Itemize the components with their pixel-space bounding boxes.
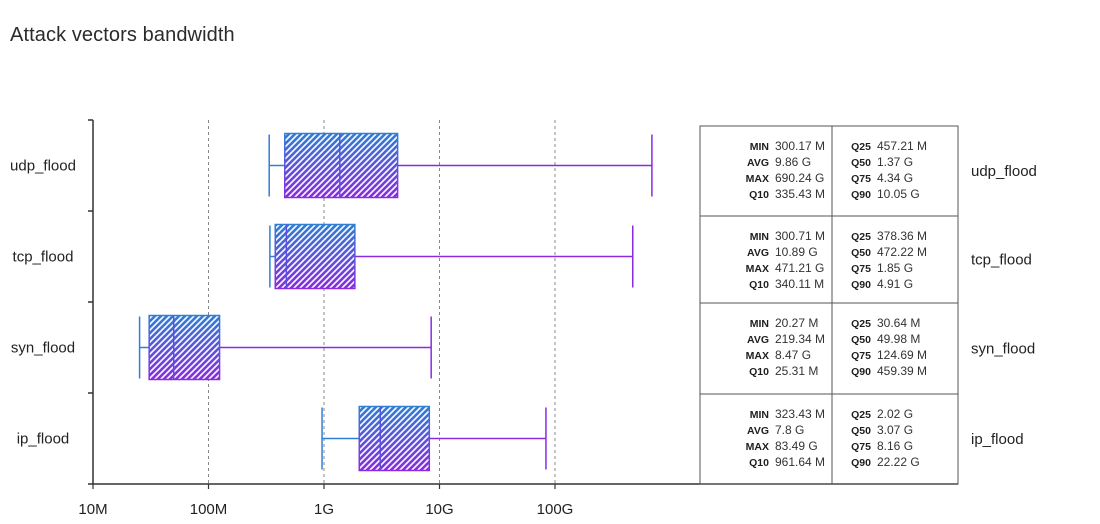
stat-value: 30.64 M xyxy=(877,316,920,330)
box-hatch xyxy=(149,315,220,380)
box-outline xyxy=(283,132,399,199)
x-tick-label-1G: 1G xyxy=(314,501,334,518)
stat-value: 7.8 G xyxy=(775,423,804,437)
stat-key: Q25 xyxy=(851,318,871,330)
box-syn_flood: syn_flood xyxy=(11,314,432,381)
stat-value: 472.22 M xyxy=(877,245,927,259)
stat-key: Q75 xyxy=(851,173,871,185)
box-hatch xyxy=(359,406,430,471)
box-udp_flood: udp_flood xyxy=(10,132,653,199)
boxes: udp_flood tcp_flood syn_flood ip_flood xyxy=(10,132,653,472)
category-label-udp_flood: udp_flood xyxy=(10,158,76,175)
stat-value: 124.69 M xyxy=(877,348,927,362)
stat-key: Q50 xyxy=(851,425,871,437)
stat-value: 10.05 G xyxy=(877,187,920,201)
stat-value: 340.11 M xyxy=(775,277,824,291)
stat-value: 83.49 G xyxy=(775,439,818,453)
stat-key: Q75 xyxy=(851,263,871,275)
stat-value: 335.43 M xyxy=(775,187,825,201)
stat-value: 8.47 G xyxy=(775,348,811,362)
stat-key: Q25 xyxy=(851,409,871,421)
chart-title: Attack vectors bandwidth xyxy=(10,24,235,46)
stat-key: MAX xyxy=(746,350,769,362)
stat-key: AVG xyxy=(747,247,769,259)
stat-key: MAX xyxy=(746,173,769,185)
stat-key: Q25 xyxy=(851,141,871,153)
stat-value: 4.34 G xyxy=(877,171,913,185)
stat-value: 8.16 G xyxy=(877,439,913,453)
stat-value: 457.21 M xyxy=(877,139,927,153)
box-outline xyxy=(358,405,431,472)
stat-value: 3.07 G xyxy=(877,423,913,437)
stat-key: MIN xyxy=(750,231,769,243)
stat-key: Q90 xyxy=(851,366,871,378)
stats-row-syn_flood: MIN 20.27 M AVG 219.34 M MAX 8.47 G Q10 25.31 M… xyxy=(746,316,1036,378)
stat-value: 219.34 M xyxy=(775,332,825,346)
box-hatch xyxy=(284,133,398,198)
stat-value: 1.37 G xyxy=(877,155,913,169)
stat-value: 2.02 G xyxy=(877,407,913,421)
stat-value: 9.86 G xyxy=(775,155,811,169)
stat-value: 4.91 G xyxy=(877,277,913,291)
stat-key: Q50 xyxy=(851,157,871,169)
stat-value: 20.27 M xyxy=(775,316,818,330)
box-tcp_flood: tcp_flood xyxy=(13,223,634,290)
stat-key: Q50 xyxy=(851,334,871,346)
x-tick-label-10M: 10M xyxy=(78,501,107,518)
stat-key: MIN xyxy=(750,318,769,330)
stat-value: 961.64 M xyxy=(775,455,825,469)
stats-category-label-udp_flood: udp_flood xyxy=(971,163,1037,180)
stats-row-tcp_flood: MIN 300.71 M AVG 10.89 G MAX 471.21 G Q10 340.1… xyxy=(746,229,1032,291)
stat-key: Q25 xyxy=(851,231,871,243)
x-tick-label-100G: 100G xyxy=(537,501,574,518)
stat-key: AVG xyxy=(747,334,769,346)
stat-value: 49.98 M xyxy=(877,332,920,346)
stat-key: Q90 xyxy=(851,189,871,201)
stat-value: 459.39 M xyxy=(877,364,927,378)
stat-value: 300.17 M xyxy=(775,139,825,153)
stats-row-udp_flood: MIN 300.17 M AVG 9.86 G MAX 690.24 G Q10 335.43… xyxy=(746,139,1037,201)
stat-key: Q50 xyxy=(851,247,871,259)
box-hatch xyxy=(275,224,355,289)
stat-value: 300.71 M xyxy=(775,229,825,243)
stat-key: Q10 xyxy=(749,189,769,201)
x-tick-label-100M: 100M xyxy=(190,501,228,518)
stat-value: 1.85 G xyxy=(877,261,913,275)
stat-key: Q90 xyxy=(851,279,871,291)
category-label-tcp_flood: tcp_flood xyxy=(13,249,74,266)
stat-key: AVG xyxy=(747,425,769,437)
box-outline xyxy=(148,314,221,381)
stat-key: Q75 xyxy=(851,441,871,453)
stat-key: Q90 xyxy=(851,457,871,469)
stat-key: MAX xyxy=(746,441,769,453)
stat-key: MIN xyxy=(750,409,769,421)
category-label-syn_flood: syn_flood xyxy=(11,340,75,357)
stat-key: MIN xyxy=(750,141,769,153)
stat-key: Q75 xyxy=(851,350,871,362)
stat-value: 378.36 M xyxy=(877,229,927,243)
stats-category-label-syn_flood: syn_flood xyxy=(971,341,1035,358)
category-label-ip_flood: ip_flood xyxy=(17,431,70,448)
box-outline xyxy=(274,223,356,290)
stat-value: 323.43 M xyxy=(775,407,825,421)
stat-key: MAX xyxy=(746,263,769,275)
stat-key: AVG xyxy=(747,157,769,169)
stat-key: Q10 xyxy=(749,366,769,378)
stats-category-label-tcp_flood: tcp_flood xyxy=(971,252,1032,269)
stats-category-label-ip_flood: ip_flood xyxy=(971,431,1024,448)
stats-row-ip_flood: MIN 323.43 M AVG 7.8 G MAX 83.49 G Q10 961.64 M… xyxy=(746,407,1024,469)
stat-value: 25.31 M xyxy=(775,364,818,378)
stat-key: Q10 xyxy=(749,457,769,469)
stat-value: 471.21 G xyxy=(775,261,824,275)
stats-table: MIN 300.17 M AVG 9.86 G MAX 690.24 G Q10 335.43… xyxy=(699,125,1037,485)
x-tick-label-10G: 10G xyxy=(425,501,453,518)
stat-key: Q10 xyxy=(749,279,769,291)
box-ip_flood: ip_flood xyxy=(17,405,547,472)
stat-value: 10.89 G xyxy=(775,245,818,259)
stat-value: 22.22 G xyxy=(877,455,920,469)
stat-value: 690.24 G xyxy=(775,171,824,185)
stats-table-frame xyxy=(699,125,959,485)
